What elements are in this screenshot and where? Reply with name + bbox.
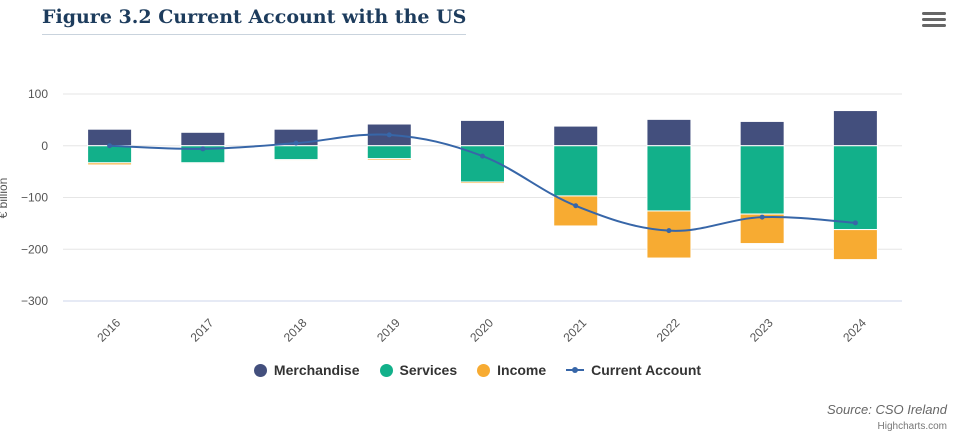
y-axis-label: € billion [0, 178, 10, 219]
y-tick-label: 100 [28, 87, 48, 101]
bar-services-2016[interactable] [87, 145, 133, 164]
bar-merchandise-2021[interactable] [553, 125, 599, 147]
bar-income-2022[interactable] [646, 210, 692, 259]
current-account-point-2016[interactable] [107, 143, 113, 149]
bar-merchandise-2022[interactable] [646, 118, 692, 147]
y-tick-label: −100 [21, 191, 48, 205]
legend: Merchandise Services Income Current Account [0, 362, 955, 378]
x-tick-label-2016: 2016 [94, 316, 123, 345]
bar-merchandise-2020[interactable] [460, 119, 505, 147]
x-tick-label-2019: 2019 [374, 316, 403, 345]
legend-dot-icon [253, 363, 267, 377]
bar-income-2016[interactable] [87, 162, 133, 166]
legend-label: Income [497, 362, 547, 378]
bar-income-2020[interactable] [460, 181, 505, 185]
x-tick-label-2021: 2021 [561, 316, 590, 345]
current-account-point-2017[interactable] [200, 146, 206, 152]
legend-item-merchandise[interactable]: Merchandise [253, 362, 360, 378]
y-tick-label: −300 [21, 294, 48, 308]
legend-label: Current Account [591, 362, 702, 378]
x-tick-label-2023: 2023 [747, 316, 776, 345]
current-account-point-2018[interactable] [293, 140, 299, 146]
legend-line-marker-icon [566, 367, 585, 373]
bar-services-2018[interactable] [273, 145, 319, 161]
bar-services-2022[interactable] [646, 145, 692, 212]
source-note: Source: CSO Ireland [827, 402, 947, 417]
legend-dot-icon [477, 363, 491, 377]
bar-services-2023[interactable] [739, 145, 785, 215]
bar-income-2019[interactable] [366, 158, 412, 161]
current-account-point-2022[interactable] [666, 228, 672, 234]
current-account-point-2024[interactable] [852, 220, 858, 226]
legend-item-current-account[interactable]: Current Account [566, 362, 701, 378]
bar-services-2019[interactable] [366, 145, 412, 160]
legend-item-income[interactable]: Income [477, 362, 546, 378]
chart-title: Figure 3.2 Current Account with the US [42, 6, 467, 35]
x-tick-label-2018: 2018 [281, 316, 310, 345]
bars [87, 110, 878, 261]
current-account-point-2020[interactable] [480, 153, 485, 159]
x-axis-ticks: 2016 2017 2018 2019 2020 2021 2022 2023 2024 [94, 316, 869, 345]
bar-merchandise-2024[interactable] [832, 110, 878, 147]
hamburger-menu-icon[interactable] [922, 12, 946, 32]
bar-services-2021[interactable] [553, 145, 599, 197]
current-account-line [107, 132, 858, 234]
current-account-point-2019[interactable] [386, 132, 392, 138]
y-tick-label: −200 [21, 242, 48, 256]
bar-income-2018[interactable] [273, 159, 319, 162]
bar-merchandise-2023[interactable] [739, 120, 785, 147]
x-tick-label-2022: 2022 [654, 316, 683, 345]
y-axis-ticks: 100 0 −100 −200 −300 [21, 87, 48, 308]
highcharts-credits[interactable]: Highcharts.com [877, 421, 947, 432]
legend-dot-icon [379, 363, 393, 377]
legend-label: Merchandise [273, 362, 360, 378]
x-tick-label-2024: 2024 [840, 316, 869, 345]
bar-income-2024[interactable] [832, 229, 878, 261]
y-tick-label: 0 [41, 139, 48, 153]
bar-merchandise-2017[interactable] [180, 131, 226, 147]
current-account-point-2021[interactable] [573, 203, 579, 209]
legend-label: Services [399, 362, 458, 378]
x-tick-label-2020: 2020 [467, 316, 496, 345]
x-tick-label-2017: 2017 [188, 316, 217, 345]
legend-item-services[interactable]: Services [379, 362, 458, 378]
bar-services-2024[interactable] [832, 145, 878, 231]
bar-income-2017[interactable] [180, 162, 226, 165]
current-account-point-2023[interactable] [759, 214, 765, 220]
